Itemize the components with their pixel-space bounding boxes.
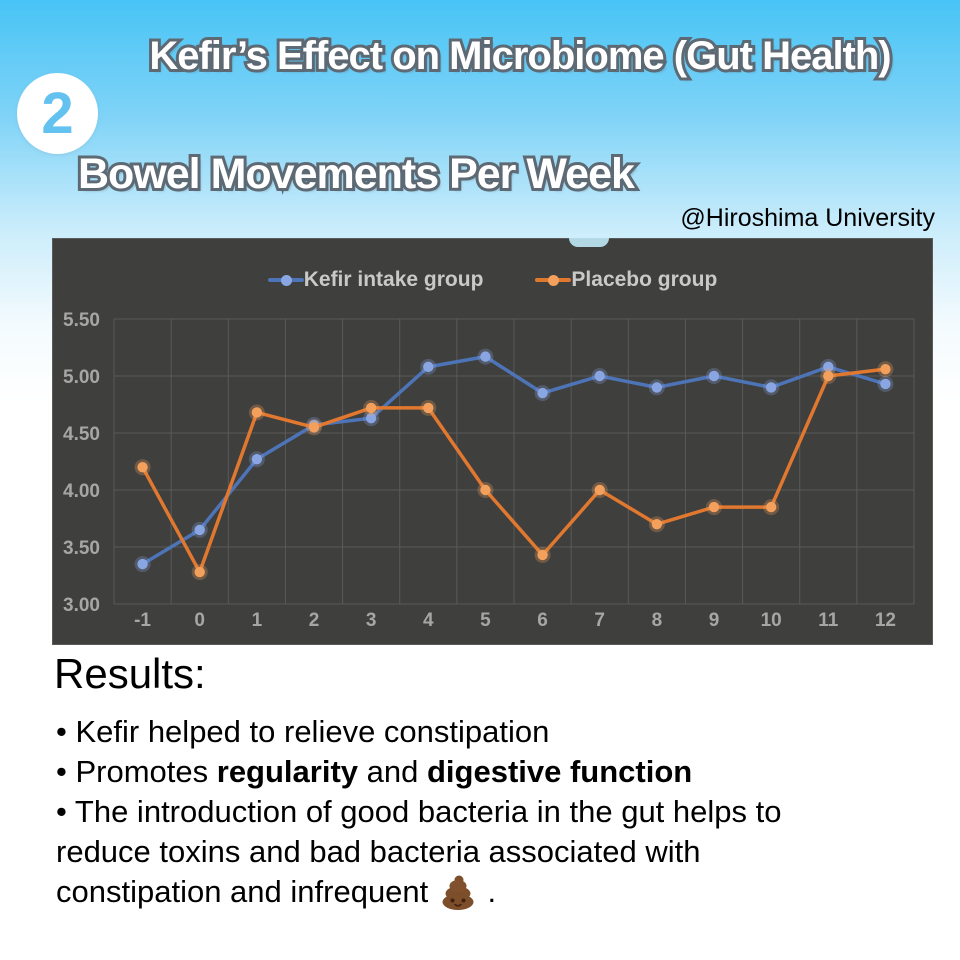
svg-text:11: 11: [818, 610, 839, 631]
line-chart: 3.003.504.004.505.005.50-1 0 1 2 3 4 5 6 7 8 9 10 11…: [63, 310, 915, 631]
result-text-segment: • Promotes: [56, 754, 217, 789]
attribution-credit: @Hiroshima University: [680, 204, 935, 232]
legend-label: Placebo group: [571, 268, 718, 291]
step-number-badge: 2: [17, 73, 98, 154]
svg-text:5.00: 5.00: [63, 367, 100, 388]
result-bullet: • Promotes regularity and digestive func…: [48, 752, 933, 792]
svg-text:4.00: 4.00: [63, 481, 100, 502]
svg-text:3.50: 3.50: [63, 538, 100, 559]
svg-text:2: 2: [309, 610, 320, 631]
result-text-segment: digestive function: [426, 754, 693, 789]
svg-text:10: 10: [761, 610, 782, 631]
svg-text:9: 9: [709, 610, 720, 631]
svg-text:7: 7: [594, 610, 605, 631]
legend-marker-dot-icon: [280, 274, 292, 286]
svg-text:1: 1: [252, 610, 263, 631]
result-text-segment: • Kefir helped to relieve constipation: [56, 714, 550, 749]
legend-item-placebo: Placebo group: [535, 268, 717, 292]
result-text-segment: regularity: [216, 754, 359, 789]
results-section: Results: • Kefir helped to relieve const…: [48, 650, 933, 912]
svg-text:5.50: 5.50: [63, 310, 100, 331]
results-heading: Results:: [54, 650, 206, 697]
svg-text:12: 12: [875, 610, 896, 631]
result-text-segment: .: [478, 874, 497, 909]
svg-text:3: 3: [366, 610, 377, 631]
result-bullet: • Kefir helped to relieve constipation: [48, 712, 933, 752]
chart-subtitle: Bowel Movements Per Week: [75, 147, 638, 201]
result-text-segment: constipation and infrequent: [56, 874, 437, 909]
step-number: 2: [41, 81, 74, 146]
result-text-segment: reduce toxins and bad bacteria associate…: [56, 834, 701, 869]
svg-text:4.50: 4.50: [63, 424, 100, 445]
svg-text:4: 4: [423, 610, 434, 631]
result-bullet: • The introduction of good bacteria in t…: [48, 792, 933, 912]
poop-icon: [442, 875, 474, 910]
panel-notch-decoration: [569, 238, 609, 247]
legend-item-kefir: Kefir intake group: [267, 268, 484, 292]
page-title: Kefir’s Effect on Microbiome (Gut Health…: [146, 31, 894, 81]
result-text-segment: • The introduction of good bacteria in t…: [56, 794, 782, 829]
result-text-segment: and: [358, 754, 427, 789]
chart-panel: 3.00 3.50 4.00 4.50 5.00 5.50 -1 0 1 2 3 4 5 6 7 8 9 10 11…: [52, 238, 933, 645]
legend-marker-line-icon: [267, 274, 304, 286]
legend-marker-line-icon: [535, 274, 572, 286]
svg-text:8: 8: [652, 610, 663, 631]
legend-label: Kefir intake group: [303, 268, 484, 291]
svg-text:5: 5: [480, 610, 491, 631]
svg-text:3.00: 3.00: [63, 595, 100, 616]
legend-marker-dot-icon: [548, 274, 560, 286]
svg-text:6: 6: [537, 610, 548, 631]
results-list: • Kefir helped to relieve constipation •…: [48, 712, 933, 912]
svg-text:-1: -1: [134, 610, 151, 631]
svg-text:0: 0: [194, 610, 205, 631]
chart-legend: Kefir intake group Placebo group: [53, 268, 932, 292]
